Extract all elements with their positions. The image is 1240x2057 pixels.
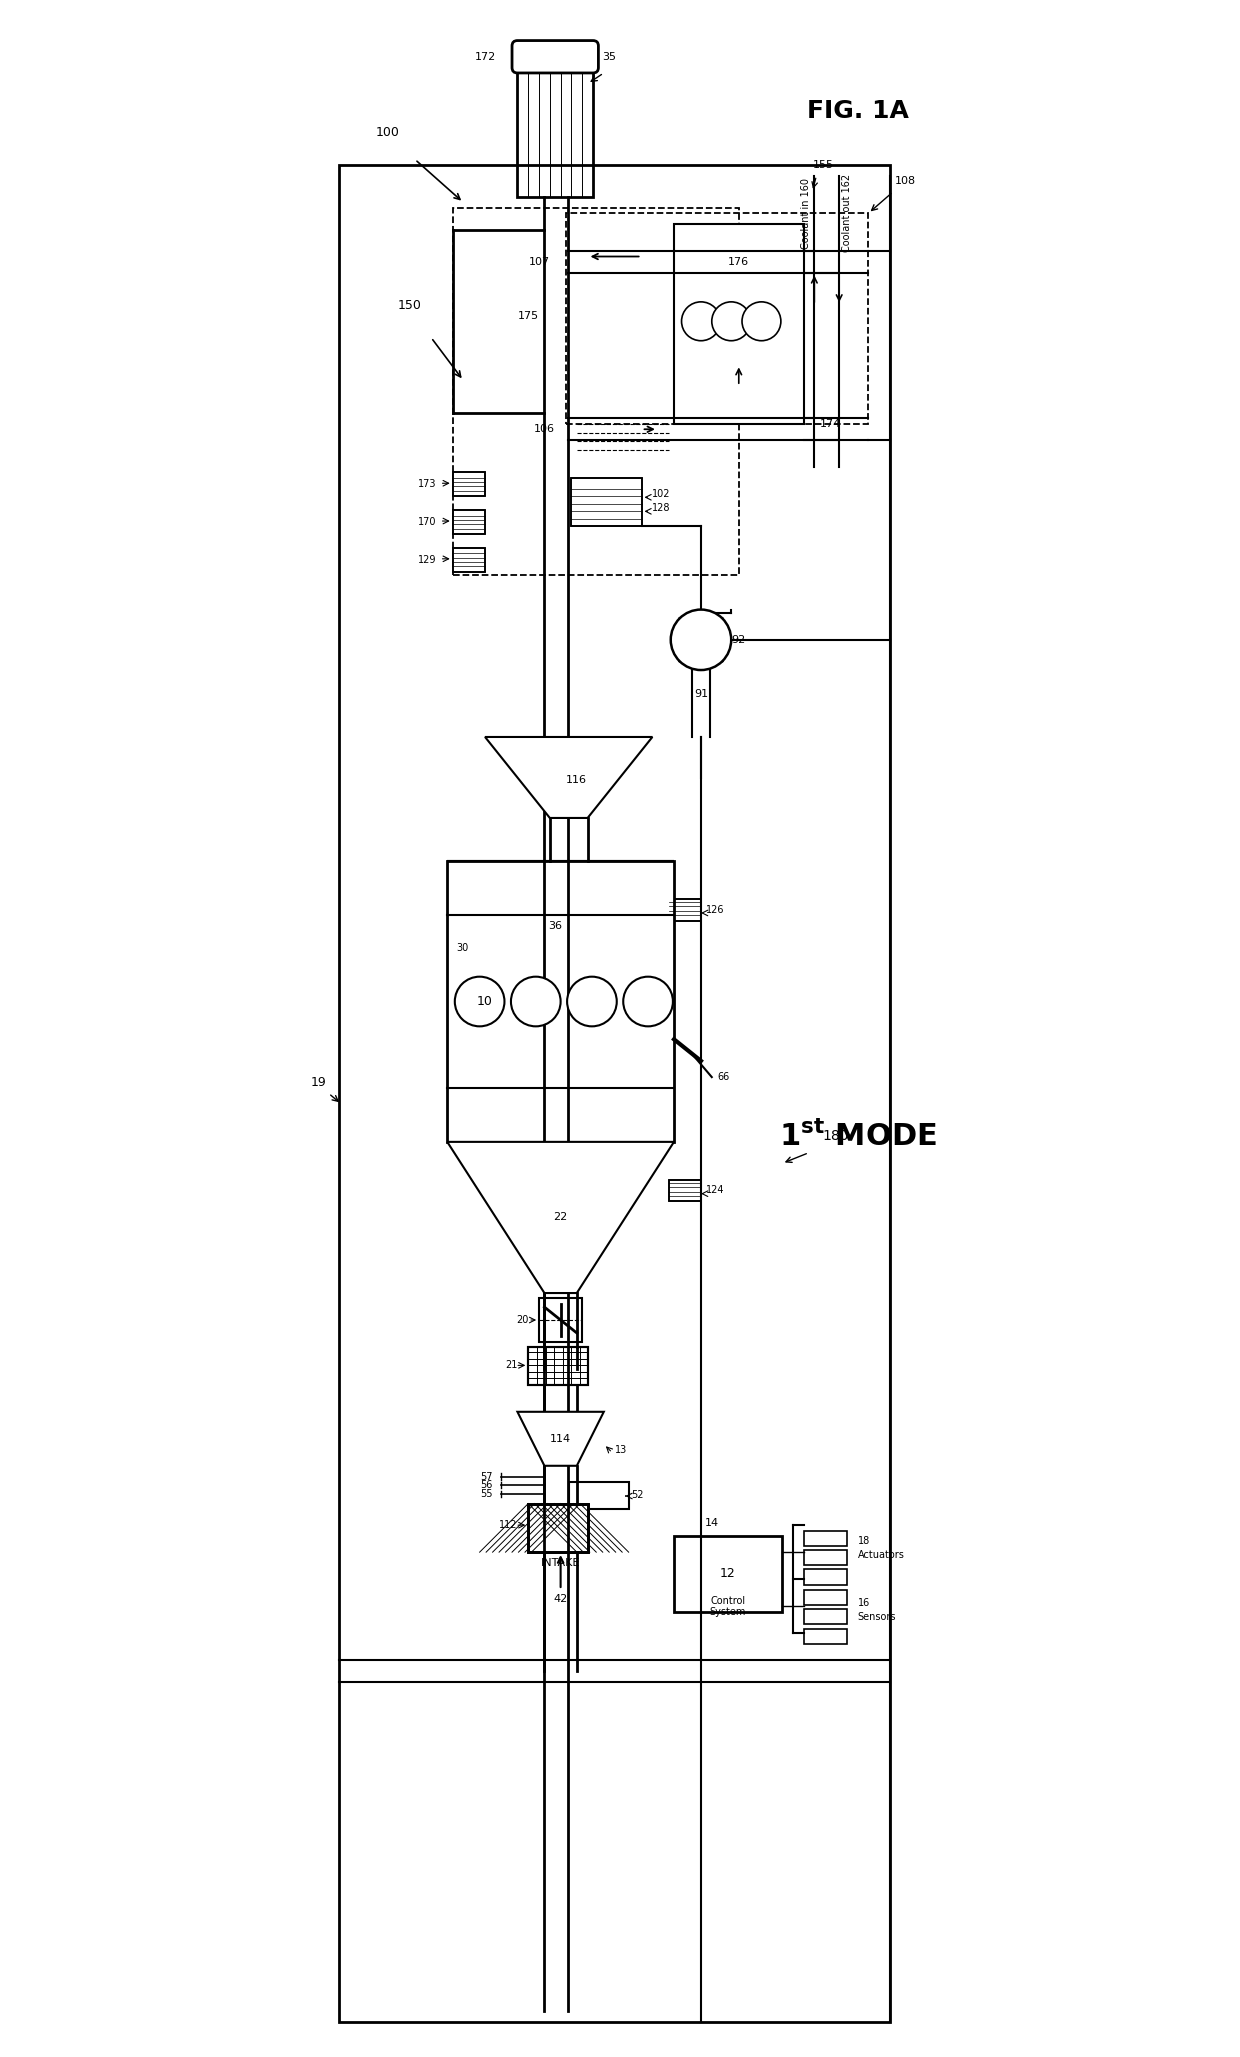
Bar	[804, 1569, 847, 1584]
Text: 128: 128	[652, 504, 671, 512]
Bar	[804, 1629, 847, 1644]
Text: 155: 155	[812, 160, 833, 171]
Text: 172: 172	[475, 51, 496, 62]
Bar	[448, 862, 675, 1142]
Bar	[668, 1179, 701, 1201]
Text: 36: 36	[548, 922, 562, 932]
Text: 116: 116	[567, 775, 588, 786]
Bar	[517, 68, 593, 197]
Circle shape	[624, 977, 673, 1026]
Text: 21: 21	[505, 1360, 517, 1370]
Text: 174: 174	[820, 420, 841, 428]
Bar	[528, 1347, 588, 1384]
Circle shape	[511, 977, 560, 1026]
Bar	[569, 1481, 629, 1510]
Text: FIG. 1A: FIG. 1A	[806, 99, 909, 123]
Bar	[453, 208, 739, 576]
Bar	[804, 1530, 847, 1545]
Circle shape	[712, 302, 750, 341]
Text: 173: 173	[418, 479, 436, 490]
Bar	[572, 477, 641, 527]
Text: 91: 91	[694, 689, 708, 699]
Text: 66: 66	[717, 1072, 729, 1082]
Text: 14: 14	[704, 1518, 719, 1528]
Text: INTAKE: INTAKE	[541, 1557, 580, 1567]
Bar	[668, 1179, 701, 1201]
Circle shape	[742, 302, 781, 341]
Text: 13: 13	[615, 1444, 627, 1454]
Bar	[565, 214, 868, 424]
Bar	[539, 1298, 583, 1341]
Bar	[453, 473, 485, 496]
Text: 102: 102	[652, 490, 671, 500]
Text: 55: 55	[480, 1489, 492, 1500]
Text: 114: 114	[551, 1434, 572, 1444]
Text: 100: 100	[376, 125, 399, 138]
Text: Sensors: Sensors	[858, 1613, 897, 1621]
Text: 22: 22	[553, 1212, 568, 1222]
Polygon shape	[485, 736, 652, 819]
Bar	[528, 1504, 588, 1553]
Bar	[528, 1504, 588, 1553]
FancyBboxPatch shape	[512, 41, 599, 72]
Polygon shape	[517, 1411, 604, 1467]
Bar	[804, 1551, 847, 1565]
Text: Control: Control	[711, 1596, 745, 1607]
Text: $\mathbf{1^{st}}$ MODE: $\mathbf{1^{st}}$ MODE	[779, 1121, 936, 1152]
Text: 180: 180	[822, 1129, 849, 1144]
Text: 19: 19	[310, 1076, 326, 1088]
Bar	[453, 547, 485, 572]
Bar	[675, 1537, 782, 1611]
Bar	[453, 510, 485, 535]
Bar	[453, 510, 485, 535]
Text: 12: 12	[720, 1567, 735, 1580]
Polygon shape	[448, 1142, 675, 1294]
Bar	[453, 473, 485, 496]
Bar	[668, 899, 701, 922]
Text: 57: 57	[480, 1471, 492, 1481]
Text: 108: 108	[895, 177, 916, 185]
Circle shape	[567, 977, 616, 1026]
Text: 176: 176	[728, 257, 749, 267]
Text: 18: 18	[858, 1537, 869, 1547]
Text: 35: 35	[603, 51, 616, 62]
Text: 30: 30	[456, 942, 469, 952]
Text: 150: 150	[398, 298, 422, 311]
Bar	[675, 224, 804, 424]
Text: 42: 42	[553, 1594, 568, 1604]
Text: 112: 112	[498, 1520, 517, 1530]
Bar	[804, 1590, 847, 1604]
Circle shape	[455, 977, 505, 1026]
Text: 52: 52	[631, 1489, 644, 1500]
Text: 170: 170	[418, 516, 436, 527]
Bar	[453, 547, 485, 572]
Text: 126: 126	[707, 905, 725, 915]
Text: Coolant out 162: Coolant out 162	[842, 175, 852, 253]
Text: 16: 16	[858, 1598, 869, 1609]
Text: 92: 92	[732, 636, 746, 644]
Text: Actuators: Actuators	[858, 1551, 904, 1561]
Text: 107: 107	[528, 257, 549, 267]
Bar	[804, 1609, 847, 1625]
Text: 106: 106	[534, 424, 556, 434]
Text: Coolant in 160: Coolant in 160	[801, 177, 811, 249]
Text: 10: 10	[477, 996, 494, 1008]
Text: 129: 129	[418, 555, 436, 566]
Circle shape	[671, 609, 732, 671]
Text: 56: 56	[480, 1481, 492, 1489]
Bar	[668, 899, 701, 922]
Text: System: System	[709, 1607, 746, 1617]
Text: 20: 20	[516, 1314, 528, 1325]
Text: 124: 124	[707, 1185, 725, 1195]
Text: 175: 175	[517, 311, 539, 321]
Bar	[528, 1347, 588, 1384]
Circle shape	[682, 302, 720, 341]
Bar	[340, 165, 890, 2022]
Bar	[572, 477, 641, 527]
